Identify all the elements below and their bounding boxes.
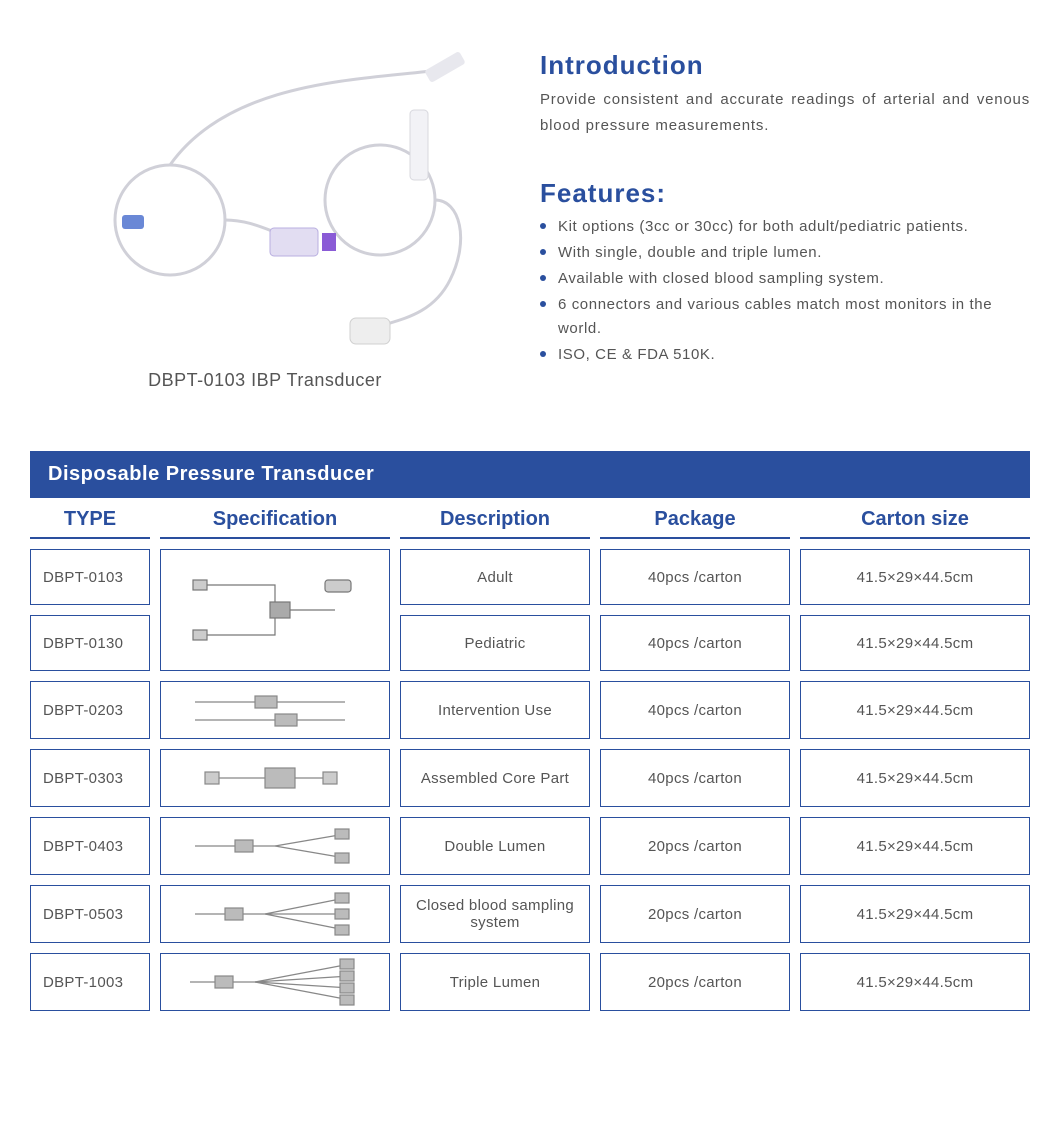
- info-column: Introduction Provide consistent and accu…: [540, 40, 1030, 391]
- carton-size-cell: 41.5×29×44.5cm: [800, 681, 1030, 739]
- package-cell: 40pcs /carton: [600, 681, 790, 739]
- table-row: DBPT-0203 Intervention Use 40pcs /carton…: [30, 681, 1030, 739]
- spec-diagram-icon: [175, 686, 375, 734]
- spec-diagram-icon: [175, 890, 375, 938]
- spec-cell: [160, 953, 390, 1011]
- feature-item: Kit options (3cc or 30cc) for both adult…: [540, 215, 1030, 239]
- desc-cell: Pediatric: [400, 615, 590, 671]
- spec-cell: [160, 885, 390, 943]
- table-row: DBPT-0503 Closed blood sampling system 2…: [30, 885, 1030, 943]
- carton-size-cell: 41.5×29×44.5cm: [800, 817, 1030, 875]
- top-section: DBPT-0103 IBP Transducer Introduction Pr…: [30, 40, 1030, 391]
- type-stack: DBPT-0103 DBPT-0130: [30, 549, 150, 671]
- type-cell: DBPT-0503: [30, 885, 150, 943]
- desc-cell: Triple Lumen: [400, 953, 590, 1011]
- desc-stack: Adult Pediatric: [400, 549, 590, 671]
- product-caption: DBPT-0103 IBP Transducer: [30, 370, 500, 391]
- table-header-row: TYPE Specification Description Package C…: [30, 508, 1030, 539]
- spec-table: TYPE Specification Description Package C…: [30, 508, 1030, 1011]
- package-cell: 20pcs /carton: [600, 885, 790, 943]
- carton-size-cell: 41.5×29×44.5cm: [800, 615, 1030, 671]
- type-cell: DBPT-1003: [30, 953, 150, 1011]
- table-row: DBPT-0403 Double Lumen 20pcs /carton 41.…: [30, 817, 1030, 875]
- header-type: TYPE: [30, 508, 150, 539]
- package-cell: 20pcs /carton: [600, 953, 790, 1011]
- table-row-group: DBPT-0103 DBPT-0130 Adult Pediatric 40pc…: [30, 549, 1030, 671]
- type-cell: DBPT-0303: [30, 749, 150, 807]
- transducer-illustration-icon: [30, 40, 500, 360]
- type-cell: DBPT-0130: [30, 615, 150, 671]
- spec-diagram-icon: [175, 560, 375, 660]
- table-row: DBPT-1003 Triple Lumen 20pcs /carton 41.…: [30, 953, 1030, 1011]
- package-cell: 40pcs /carton: [600, 749, 790, 807]
- introduction-text: Provide consistent and accurate readings…: [540, 87, 1030, 138]
- desc-cell: Assembled Core Part: [400, 749, 590, 807]
- spec-cell: [160, 681, 390, 739]
- package-cell: 40pcs /carton: [600, 549, 790, 605]
- product-image: [30, 40, 500, 360]
- header-spec: Specification: [160, 508, 390, 539]
- spec-cell: [160, 817, 390, 875]
- feature-item: ISO, CE & FDA 510K.: [540, 343, 1030, 367]
- features-list: Kit options (3cc or 30cc) for both adult…: [540, 215, 1030, 367]
- type-cell: DBPT-0403: [30, 817, 150, 875]
- feature-item: With single, double and triple lumen.: [540, 241, 1030, 265]
- desc-cell: Double Lumen: [400, 817, 590, 875]
- feature-item: 6 connectors and various cables match mo…: [540, 293, 1030, 341]
- feature-item: Available with closed blood sampling sys…: [540, 267, 1030, 291]
- spec-cell: [160, 549, 390, 671]
- header-desc: Description: [400, 508, 590, 539]
- package-cell: 20pcs /carton: [600, 817, 790, 875]
- table-row: DBPT-0303 Assembled Core Part 40pcs /car…: [30, 749, 1030, 807]
- header-package: Package: [600, 508, 790, 539]
- spec-diagram-icon: [175, 958, 375, 1006]
- package-cell: 40pcs /carton: [600, 615, 790, 671]
- type-cell: DBPT-0203: [30, 681, 150, 739]
- carton-size-cell: 41.5×29×44.5cm: [800, 885, 1030, 943]
- size-stack: 41.5×29×44.5cm 41.5×29×44.5cm: [800, 549, 1030, 671]
- desc-cell: Intervention Use: [400, 681, 590, 739]
- product-image-column: DBPT-0103 IBP Transducer: [30, 40, 500, 391]
- pkg-stack: 40pcs /carton 40pcs /carton: [600, 549, 790, 671]
- spec-diagram-icon: [175, 822, 375, 870]
- introduction-heading: Introduction: [540, 50, 1030, 81]
- desc-cell: Adult: [400, 549, 590, 605]
- type-cell: DBPT-0103: [30, 549, 150, 605]
- desc-cell: Closed blood sampling system: [400, 885, 590, 943]
- features-heading: Features:: [540, 178, 1030, 209]
- carton-size-cell: 41.5×29×44.5cm: [800, 953, 1030, 1011]
- carton-size-cell: 41.5×29×44.5cm: [800, 549, 1030, 605]
- spec-diagram-icon: [175, 754, 375, 802]
- carton-size-cell: 41.5×29×44.5cm: [800, 749, 1030, 807]
- spec-cell: [160, 749, 390, 807]
- header-carton-size: Carton size: [800, 508, 1030, 539]
- table-title: Disposable Pressure Transducer: [30, 451, 1030, 498]
